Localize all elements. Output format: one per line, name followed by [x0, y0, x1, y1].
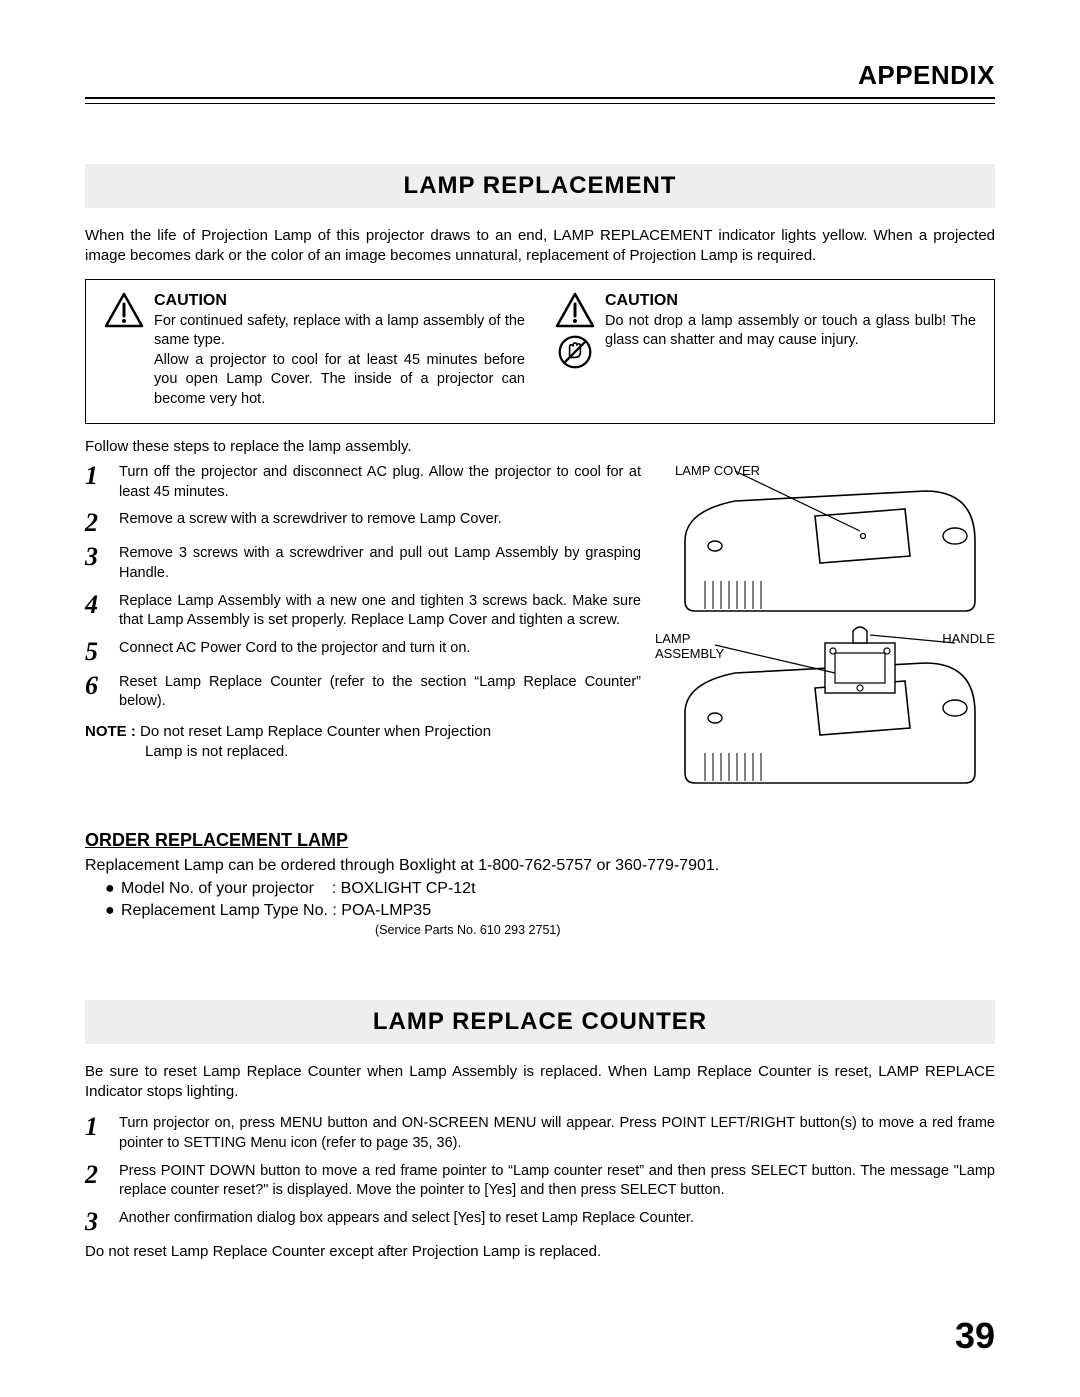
- caution-right: CAUTION Do not drop a lamp assembly or t…: [555, 292, 976, 410]
- caution-label-right: CAUTION: [605, 292, 976, 310]
- caution-body-left: For continued safety, replace with a lam…: [154, 312, 525, 410]
- step-number: 1: [85, 463, 107, 489]
- no-touch-icon: [555, 334, 595, 370]
- caution-left: CAUTION For continued safety, replace wi…: [104, 292, 525, 410]
- bullet-icon: ●: [105, 878, 121, 900]
- caution-label-left: CAUTION: [154, 292, 525, 310]
- step-text: Turn projector on, press MENU button and…: [119, 1114, 995, 1153]
- step-number: 6: [85, 673, 107, 699]
- step-text: Connect AC Power Cord to the projector a…: [119, 639, 641, 659]
- figure-label-cover: LAMP COVER: [675, 463, 760, 478]
- replacement-steps: 1 Turn off the projector and disconnect A…: [85, 463, 641, 808]
- final-note: Do not reset Lamp Replace Counter except…: [85, 1243, 995, 1260]
- step-text: Another confirmation dialog box appears …: [119, 1209, 995, 1229]
- note-text-1: Do not reset Lamp Replace Counter when P…: [136, 723, 491, 740]
- note-label: NOTE :: [85, 723, 136, 740]
- step-text: Remove a screw with a screwdriver to rem…: [119, 510, 641, 530]
- note-text-2: Lamp is not replaced.: [85, 742, 641, 762]
- warning-triangle-icon: [555, 292, 595, 328]
- header-rule-thick: [85, 97, 995, 99]
- step-text: Reset Lamp Replace Counter (refer to the…: [119, 673, 641, 712]
- lamp-replacement-intro: When the life of Projection Lamp of this…: [85, 226, 995, 267]
- lamp-counter-intro: Be sure to reset Lamp Replace Counter wh…: [85, 1062, 995, 1103]
- step-text: Turn off the projector and disconnect AC…: [119, 463, 641, 502]
- follow-steps-text: Follow these steps to replace the lamp a…: [85, 438, 995, 455]
- figure-label-handle: HANDLE: [942, 631, 995, 646]
- bullet-icon: ●: [105, 900, 121, 922]
- step-text: Replace Lamp Assembly with a new one and…: [119, 592, 641, 631]
- step-number: 1: [85, 1114, 107, 1140]
- step-number: 4: [85, 592, 107, 618]
- step-number: 5: [85, 639, 107, 665]
- service-parts-number: (Service Parts No. 610 293 2751): [85, 922, 995, 940]
- warning-triangle-icon: [104, 292, 144, 328]
- figure-label-assembly: LAMP ASSEMBLY: [655, 631, 724, 661]
- step-text: Press POINT DOWN button to move a red fr…: [119, 1162, 995, 1201]
- order-intro: Replacement Lamp can be ordered through …: [85, 855, 995, 877]
- step-number: 3: [85, 544, 107, 570]
- step-number: 3: [85, 1209, 107, 1235]
- counter-steps: 1 Turn projector on, press MENU button an…: [85, 1114, 995, 1234]
- step-text: Remove 3 screws with a screwdriver and p…: [119, 544, 641, 583]
- order-model-label: Model No. of your projector: [121, 880, 314, 897]
- section-title-lamp-counter: LAMP REPLACE COUNTER: [85, 1000, 995, 1044]
- caution-body-right: Do not drop a lamp assembly or touch a g…: [605, 312, 976, 351]
- order-replacement-body: Replacement Lamp can be ordered through …: [85, 855, 995, 940]
- header-rule-thin: [85, 103, 995, 104]
- note-block: NOTE : Do not reset Lamp Replace Counter…: [85, 722, 641, 763]
- figure-column: LAMP COVER LAMP ASSEMBLY HANDLE: [655, 463, 995, 808]
- order-replacement-title: ORDER REPLACEMENT LAMP: [85, 830, 995, 851]
- order-lamp-value: : POA-LMP35: [332, 902, 431, 919]
- caution-box: CAUTION For continued safety, replace wi…: [85, 279, 995, 425]
- order-model-value: : BOXLIGHT CP-12t: [332, 880, 476, 897]
- order-lamp-label: Replacement Lamp Type No.: [121, 902, 328, 919]
- page-number: 39: [955, 1315, 995, 1357]
- appendix-label: APPENDIX: [85, 60, 995, 91]
- section-title-lamp-replacement: LAMP REPLACEMENT: [85, 164, 995, 208]
- step-number: 2: [85, 510, 107, 536]
- step-number: 2: [85, 1162, 107, 1188]
